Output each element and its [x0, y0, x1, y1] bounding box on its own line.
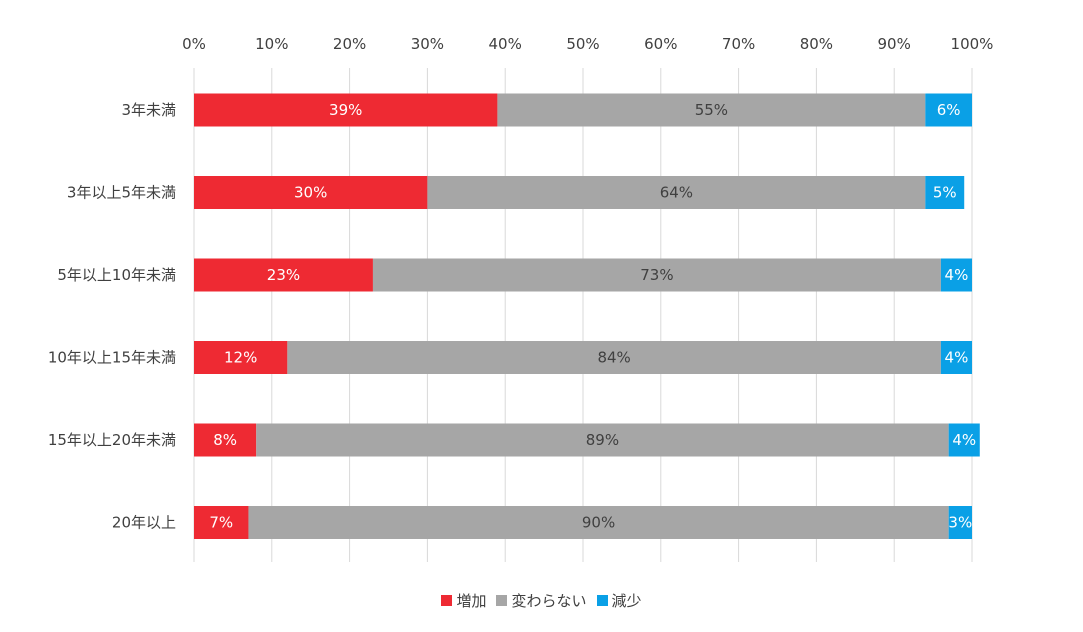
- legend-label: 増加: [456, 592, 487, 610]
- legend-item: 減少: [596, 590, 642, 611]
- legend-item: 変わらない: [496, 590, 587, 611]
- data-label: 30%: [294, 184, 327, 202]
- bar-segment: [194, 258, 373, 292]
- data-label: 7%: [209, 514, 233, 532]
- bar-segment: [948, 506, 972, 539]
- data-label: 90%: [582, 514, 615, 532]
- category-label: 5年以上10年未満: [57, 266, 176, 284]
- data-label: 23%: [267, 266, 300, 284]
- bar-segment: [948, 423, 980, 457]
- x-tick-label: 30%: [411, 35, 444, 53]
- category-label: 20年以上: [112, 514, 176, 532]
- x-tick-label: 100%: [951, 35, 994, 53]
- data-label: 4%: [952, 431, 976, 449]
- category-label: 10年以上15年未満: [48, 349, 176, 367]
- bar-segment: [427, 176, 926, 209]
- bar-segment: [287, 341, 941, 374]
- data-label: 64%: [660, 184, 693, 202]
- bar-segment: [940, 258, 972, 292]
- legend-swatch: [496, 595, 508, 606]
- data-label: 8%: [213, 431, 237, 449]
- x-tick-label: 90%: [878, 35, 911, 53]
- bar-segment: [925, 176, 965, 209]
- data-label: 12%: [224, 349, 257, 367]
- x-axis-ticks: 0% 10% 20% 30% 40% 50% 60% 70% 80% 90% 100%: [182, 35, 993, 53]
- data-label: 89%: [586, 431, 619, 449]
- bar-segment: [194, 341, 288, 374]
- x-tick-label: 40%: [489, 35, 522, 53]
- x-tick-label: 10%: [255, 35, 288, 53]
- data-label: 4%: [945, 266, 969, 284]
- bar-segment: [925, 93, 972, 127]
- legend-label: 減少: [611, 592, 642, 610]
- data-label: 6%: [937, 101, 961, 119]
- category-label: 15年以上20年未満: [48, 431, 176, 449]
- legend-swatch: [596, 595, 608, 606]
- data-label: 4%: [945, 349, 969, 367]
- stacked-bar-chart: 0% 10% 20% 30% 40% 50% 60% 70% 80% 90% 100% 3年未満3年…: [48, 35, 993, 562]
- legend: 増加 変わらない 減少: [0, 590, 1083, 611]
- bar-segment: [194, 506, 249, 539]
- x-tick-label: 20%: [333, 35, 366, 53]
- bar-segment: [497, 93, 926, 127]
- data-label: 55%: [695, 101, 728, 119]
- bar-segment: [256, 423, 949, 457]
- data-label: 3%: [948, 514, 972, 532]
- bar-segment: [194, 176, 428, 209]
- data-label: 5%: [933, 184, 957, 202]
- gridlines: [193, 68, 973, 562]
- x-tick-label: 50%: [566, 35, 599, 53]
- x-tick-label: 80%: [800, 35, 833, 53]
- data-label: 39%: [329, 101, 362, 119]
- bar-segment: [194, 423, 257, 457]
- category-label: 3年未満: [121, 101, 176, 119]
- bars: [194, 93, 980, 539]
- bar-segment: [372, 258, 941, 292]
- legend-item: 増加: [441, 590, 486, 611]
- data-label: 84%: [597, 349, 630, 367]
- category-label: 3年以上5年未満: [67, 184, 176, 202]
- x-tick-label: 70%: [722, 35, 755, 53]
- data-label: 73%: [640, 266, 673, 284]
- bar-segment: [940, 341, 972, 374]
- legend-label: 変わらない: [511, 592, 587, 610]
- category-labels: 3年未満 3年以上5年未満 5年以上10年未満 10年以上15年未満 15年以上20年未…: [48, 101, 176, 532]
- bar-segment: [194, 93, 498, 127]
- legend-swatch: [441, 595, 453, 606]
- x-tick-label: 0%: [182, 35, 206, 53]
- data-labels: 39% 55% 6% 30% 64% 5% 23% 73% 4% 12% 84% 4% 8% 89% 4% 7…: [209, 101, 976, 532]
- bar-segment: [248, 506, 949, 539]
- x-tick-label: 60%: [644, 35, 677, 53]
